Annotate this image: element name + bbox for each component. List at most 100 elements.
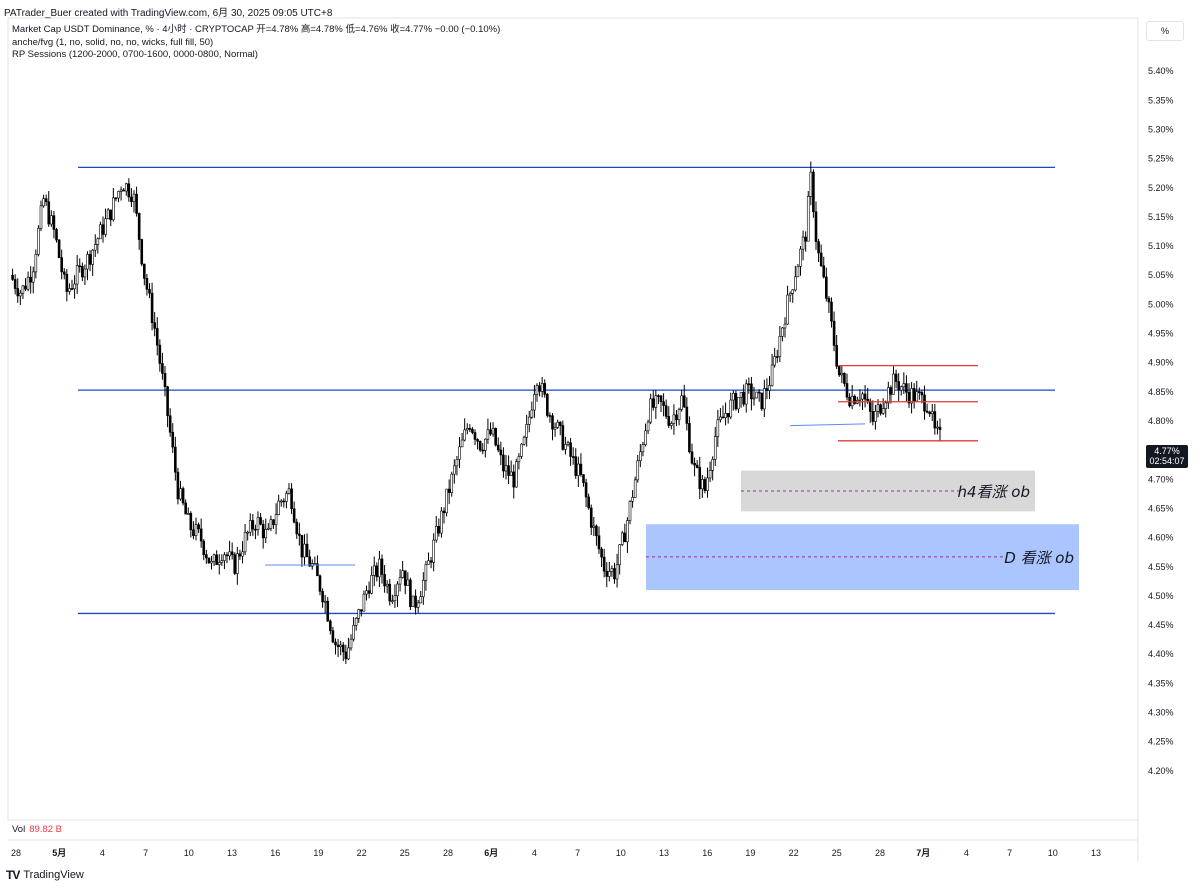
candle-body <box>468 428 472 430</box>
candle-body <box>587 496 590 509</box>
candle-body <box>592 525 596 528</box>
candle-body <box>403 570 407 586</box>
candle-body <box>608 571 611 577</box>
candle-body <box>396 583 399 597</box>
candle-body <box>768 385 771 391</box>
candle-body <box>429 560 433 563</box>
candle-body <box>515 461 518 488</box>
candle-body <box>323 600 327 603</box>
candle-body <box>137 213 141 240</box>
indicator-fvg[interactable]: anche/fvg (1, no, solid, no, no, wicks, … <box>12 36 214 48</box>
candle-body <box>750 383 753 400</box>
candle-body <box>726 413 730 418</box>
candle-body <box>135 193 138 214</box>
candle-body <box>744 383 748 405</box>
candle-body <box>114 197 118 200</box>
brand-name: TradingView <box>23 869 84 881</box>
candle-body <box>241 551 244 557</box>
x-tick-label: 7 <box>575 848 580 858</box>
candle-body <box>223 554 226 561</box>
candle-body <box>81 265 84 278</box>
tradingview-brand[interactable]: TV TradingView <box>6 868 84 882</box>
candle-body <box>770 364 774 386</box>
candle-body <box>876 404 880 412</box>
candle-body <box>708 470 712 479</box>
candle-body <box>713 436 717 460</box>
y-tick-label: 4.45% <box>1148 620 1174 630</box>
candle-body <box>279 500 283 503</box>
candle-body <box>282 500 286 503</box>
x-tick-label: 19 <box>745 848 755 858</box>
candle-body <box>143 263 146 279</box>
candle-body <box>840 372 844 376</box>
candle-body <box>132 193 136 203</box>
candle-body <box>788 292 792 296</box>
scale-unit-button[interactable]: % <box>1146 21 1184 41</box>
volume-label: Vol 89.82 B <box>12 824 62 835</box>
candle-body <box>564 444 567 450</box>
candle-body <box>370 575 373 594</box>
candle-body <box>610 568 614 572</box>
candle-body <box>295 521 299 535</box>
candle-body <box>613 568 616 580</box>
candle-body <box>752 397 756 400</box>
candle-body <box>50 215 53 225</box>
candle-body <box>179 488 182 500</box>
candle-body <box>254 528 257 531</box>
candle-body <box>62 271 66 275</box>
y-tick-label: 4.25% <box>1148 737 1174 747</box>
candle-body <box>775 356 779 358</box>
candle-body <box>887 387 890 404</box>
candle-body <box>504 465 508 472</box>
candle-body <box>414 595 417 608</box>
candle-body <box>925 410 929 413</box>
chart-legend: Market Cap USDT Dominance, % · 4小时 · CRY… <box>12 24 500 62</box>
candle-body <box>424 564 428 581</box>
candle-body <box>540 383 544 392</box>
candle-body <box>450 473 454 493</box>
candle-body <box>440 510 443 534</box>
y-tick-label: 4.55% <box>1148 562 1174 572</box>
candle-body <box>354 617 358 626</box>
candle-body <box>525 424 528 438</box>
candle-body <box>690 451 694 464</box>
indicator-sessions[interactable]: RP Sessions (1200-2000, 0700-1600, 0000-… <box>12 49 258 60</box>
candle-body <box>225 554 229 557</box>
candle-body <box>809 171 813 197</box>
candle-body <box>605 570 609 577</box>
candle-body <box>318 575 322 592</box>
candle-body <box>305 543 309 558</box>
candle-body <box>595 525 598 537</box>
candle-body <box>695 464 699 468</box>
candle-body <box>763 388 766 410</box>
candle-body <box>352 624 355 640</box>
candle-body <box>667 416 671 426</box>
candle-body <box>210 561 213 564</box>
candle-body <box>442 510 446 514</box>
candle-body <box>706 477 709 491</box>
candle-body <box>874 411 877 422</box>
candle-body <box>357 609 361 619</box>
candle-body <box>571 456 575 458</box>
candle-body <box>804 236 807 242</box>
candle-body <box>522 436 526 445</box>
candle-body <box>349 638 353 649</box>
candle-body <box>484 438 487 451</box>
candle-body <box>217 562 221 565</box>
candle-body <box>47 201 51 225</box>
y-tick-label: 5.00% <box>1148 299 1174 309</box>
candle-body <box>321 591 324 603</box>
candle-body <box>37 228 40 255</box>
candle-body <box>313 563 317 565</box>
candle-body <box>432 539 435 563</box>
y-tick-label: 4.90% <box>1148 358 1174 368</box>
candle-body <box>827 298 831 303</box>
x-tick-label: 22 <box>357 848 367 858</box>
candle-body <box>520 443 523 457</box>
candle-body <box>269 519 273 529</box>
symbol-info[interactable]: Market Cap USDT Dominance, % · 4小时 · CRY… <box>12 24 501 35</box>
candle-body <box>902 383 906 388</box>
candle-body <box>202 540 206 555</box>
y-tick-label: 4.95% <box>1148 329 1174 339</box>
